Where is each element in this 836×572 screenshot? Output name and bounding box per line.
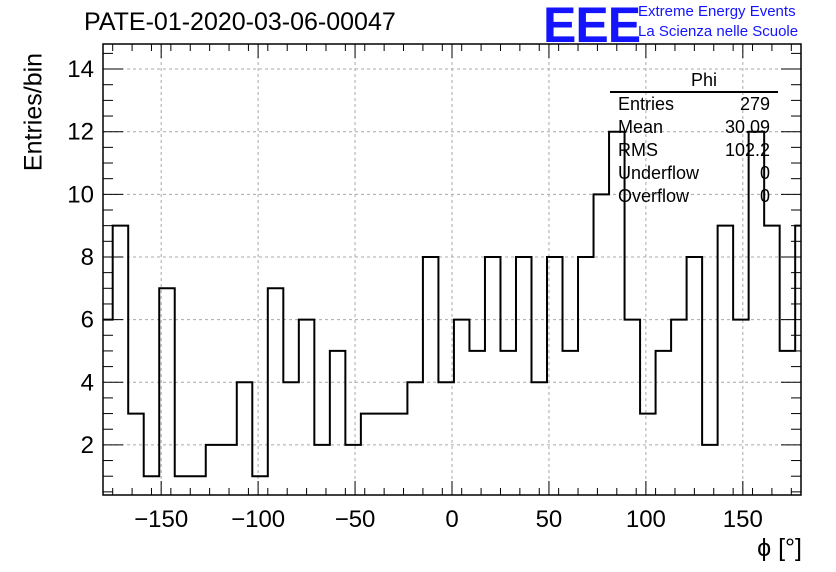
chart-title: PATE-01-2020-03-06-00047 [84, 8, 396, 36]
stats-key: RMS [618, 140, 658, 160]
stats-value: 279 [739, 94, 770, 114]
y-tick-label: 10 [67, 181, 94, 208]
y-tick-label: 8 [81, 244, 94, 271]
stats-key: Underflow [618, 163, 700, 183]
stats-row-rms: RMS 102.2 [610, 139, 778, 162]
logo-line-1: Extreme Energy Events [638, 3, 796, 20]
logo-line-2: La Scienza nelle Scuole [638, 23, 799, 40]
stats-box: Phi Entries 279 Mean 30.09 RMS 102.2 Und… [610, 70, 778, 208]
stats-value: 102.2 [724, 140, 770, 160]
stats-row-entries: Entries 279 [610, 93, 778, 116]
x-tick-label: 0 [445, 506, 458, 533]
stats-row-underflow: Underflow 0 [610, 162, 778, 185]
stats-box-title: Phi [610, 70, 778, 93]
stats-value: 0 [759, 186, 770, 206]
stats-key: Entries [618, 94, 675, 114]
y-tick-label: 14 [67, 56, 94, 83]
x-tick-label: −50 [335, 506, 376, 533]
y-tick-label: 2 [81, 432, 94, 459]
eee-logo: EEE [543, 0, 641, 53]
y-tick-label: 6 [81, 307, 94, 334]
x-tick-label: −150 [134, 506, 188, 533]
stats-value: 0 [759, 163, 770, 183]
x-axis-label: ϕ [°] [757, 534, 802, 562]
x-tick-label: 100 [626, 506, 666, 533]
x-tick-label: 150 [723, 506, 763, 533]
y-tick-label: 12 [67, 119, 94, 146]
stats-row-mean: Mean 30.09 [610, 116, 778, 139]
stats-value: 30.09 [724, 117, 770, 137]
y-axis-label: Entries/bin [19, 52, 48, 172]
y-tick-label: 4 [81, 369, 94, 396]
histogram-series-line [103, 130, 801, 478]
x-tick-label: 50 [536, 506, 563, 533]
stats-key: Overflow [618, 186, 690, 206]
stats-row-overflow: Overflow 0 [610, 185, 778, 208]
stats-key: Mean [618, 117, 664, 137]
x-tick-label: −100 [231, 506, 285, 533]
